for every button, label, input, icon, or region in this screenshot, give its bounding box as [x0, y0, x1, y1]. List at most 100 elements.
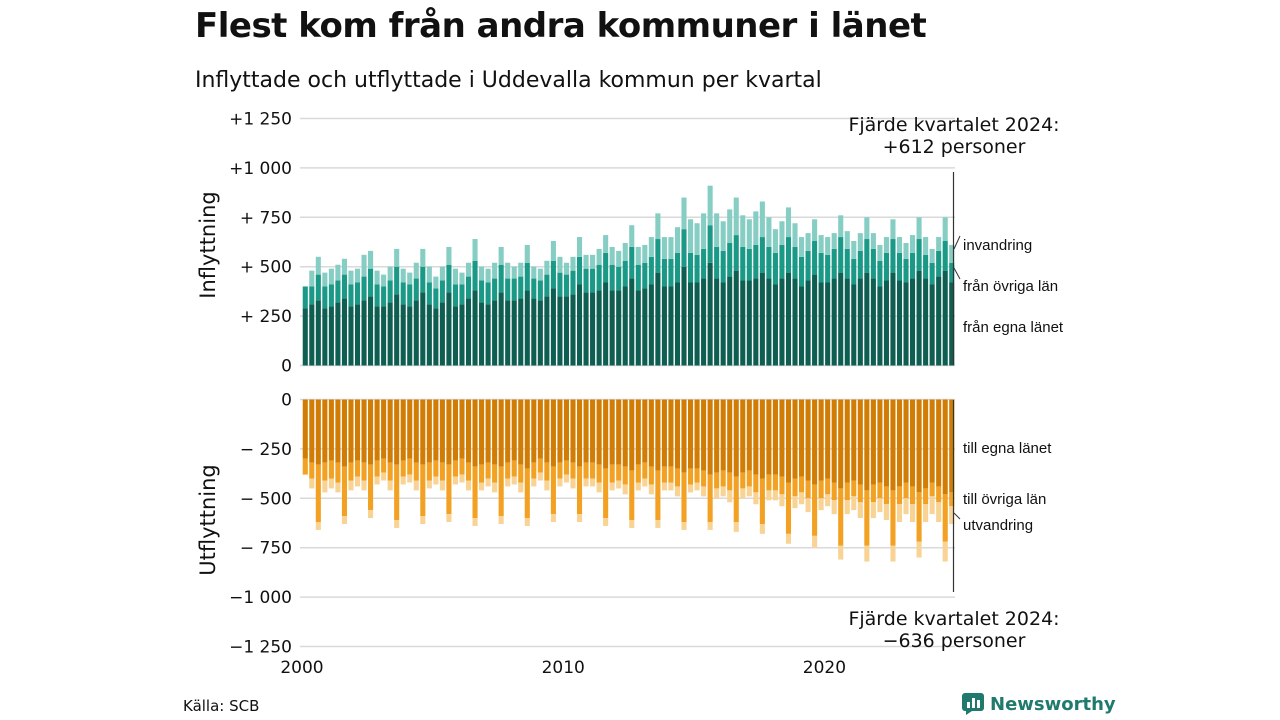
bar-segment — [805, 250, 811, 281]
bar-segment — [681, 472, 687, 523]
bar-segment — [505, 262, 511, 279]
bar-segment — [394, 464, 400, 521]
bar-segment — [942, 241, 948, 271]
bar-segment — [328, 306, 334, 366]
bar-segment — [361, 480, 367, 491]
bar-segment — [668, 399, 674, 467]
bar-segment — [844, 278, 850, 366]
bar-segment — [622, 466, 628, 485]
bar-segment — [381, 286, 387, 307]
bar-segment — [609, 399, 615, 465]
bar-segment — [505, 462, 511, 479]
y-axis-title: Utflyttning — [196, 464, 220, 576]
bar-segment — [394, 520, 400, 528]
bar-segment — [655, 272, 661, 366]
bar-segment — [694, 282, 700, 366]
bar-segment — [792, 399, 798, 479]
bar-segment — [590, 462, 596, 479]
bar-segment — [851, 496, 857, 511]
bar-segment — [544, 480, 550, 491]
bar-segment — [635, 264, 641, 291]
bar-segment — [642, 288, 648, 366]
bar-segment — [929, 482, 935, 497]
bar-segment — [642, 399, 648, 463]
bar-segment — [413, 480, 419, 491]
bar-segment — [498, 516, 504, 524]
bar-segment — [890, 545, 896, 562]
bar-segment — [603, 252, 609, 283]
bar-segment — [799, 256, 805, 287]
bar-segment — [322, 286, 328, 309]
bar-segment — [785, 237, 792, 273]
bar-segment — [570, 294, 576, 366]
bar-segment — [701, 278, 707, 366]
bar-segment — [472, 518, 478, 526]
series-label: från övriga län — [963, 278, 1058, 295]
bar-segment — [609, 290, 615, 366]
bar-segment — [753, 211, 759, 245]
bar-segment — [616, 250, 622, 267]
bar-segment — [465, 276, 472, 299]
bar-segment — [825, 399, 831, 479]
bar-segment — [518, 262, 524, 277]
bar-segment — [740, 215, 746, 247]
bar-segment — [844, 399, 850, 483]
bar-segment — [877, 244, 883, 261]
bar-segment — [727, 209, 733, 243]
bar-segment — [766, 490, 772, 501]
bar-segment — [439, 266, 445, 281]
bar-segment — [465, 480, 472, 491]
bar-segment — [361, 462, 367, 481]
bar-segment — [910, 486, 916, 505]
bar-segment — [557, 296, 563, 366]
bar-segment — [537, 280, 543, 301]
bar-segment — [459, 458, 465, 475]
bar-segment — [844, 482, 850, 501]
bar-segment — [870, 399, 876, 485]
bar-segment — [720, 250, 726, 283]
bar-segment — [485, 282, 491, 305]
bar-segment — [472, 290, 478, 366]
bar-segment — [923, 399, 929, 489]
bar-segment — [883, 399, 889, 487]
bar-segment — [929, 284, 935, 366]
bar-segment — [766, 246, 772, 279]
bar-segment — [459, 272, 465, 285]
bar-segment — [328, 284, 334, 307]
bar-segment — [903, 242, 909, 259]
bar-segment — [413, 462, 419, 481]
x-tick-label: 2010 — [542, 658, 585, 678]
bar-segment — [472, 239, 478, 261]
bar-segment — [916, 217, 922, 240]
bar-segment — [949, 244, 955, 263]
bar-segment — [531, 399, 537, 463]
bar-segment — [524, 399, 530, 469]
bar-segment — [733, 399, 739, 477]
bar-segment — [354, 282, 361, 305]
bar-segment — [936, 399, 942, 487]
bar-segment — [635, 290, 641, 366]
bar-segment — [622, 484, 628, 495]
bar-segment — [583, 292, 589, 366]
bar-segment — [374, 284, 380, 307]
bar-segment — [583, 478, 589, 487]
bar-segment — [498, 399, 504, 467]
bar-segment — [583, 462, 589, 479]
bar-segment — [570, 270, 576, 295]
bar-segment — [335, 462, 341, 483]
bar-segment — [838, 215, 844, 238]
bar-segment — [629, 520, 635, 528]
bar-segment — [896, 399, 903, 487]
bar-segment — [413, 300, 419, 366]
bar-segment — [942, 494, 948, 542]
bar-segment — [583, 268, 589, 293]
bar-segment — [472, 399, 478, 467]
bar-segment — [681, 522, 687, 530]
bar-segment — [524, 290, 530, 366]
bar-segment — [831, 278, 837, 366]
bar-segment — [687, 219, 694, 253]
bar-segment — [315, 464, 321, 523]
bar-segment — [576, 514, 583, 523]
bar-segment — [857, 250, 863, 279]
